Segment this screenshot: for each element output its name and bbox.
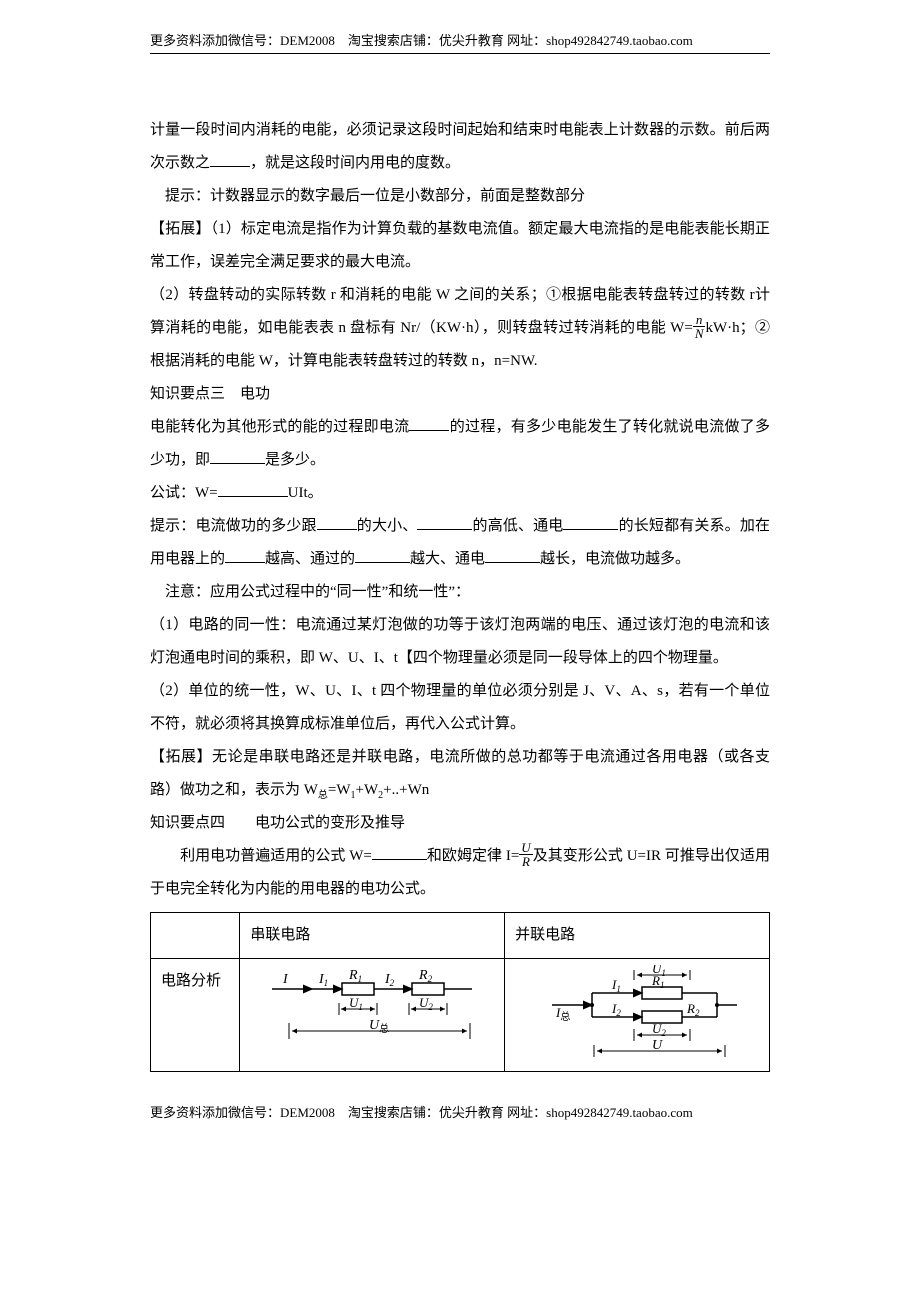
page-header: 更多资料添加微信号：DEM2008 淘宝搜索店铺：优尖升教育 网址：shop49… <box>150 30 770 54</box>
cell-parallel-diagram: U1 I1 R1 I总 <box>505 959 770 1072</box>
text: （2）转盘转动的实际转数 r 和消耗的电能 W 之间的关系；①根据电能表转盘转过… <box>150 287 770 336</box>
svg-text:U1: U1 <box>349 995 363 1012</box>
sub: 2 <box>616 1008 621 1018</box>
blank-fill <box>417 515 472 530</box>
paragraph: 利用电功普遍适用的公式 W=和欧姆定律 I=UR及其变形公式 U=IR 可推导出… <box>150 840 770 906</box>
paragraph-ext: 【拓展】（1）标定电流是指作为计算负载的基数电流值。额定最大电流指的是电能表能长… <box>150 213 770 279</box>
paragraph: 电能转化为其他形式的能的过程即电流的过程，有多少电能发生了转化就说电流做了多少功… <box>150 411 770 477</box>
heading-3: 知识要点三 电功 <box>150 378 770 411</box>
text: 是多少。 <box>265 452 325 468</box>
text: 利用电功普遍适用的公式 W= <box>150 848 372 864</box>
paragraph: （1）电路的同一性：电流通过某灯泡做的功等于该灯泡两端的电压、通过该灯泡的电流和… <box>150 609 770 675</box>
text: 和欧姆定律 I= <box>427 848 519 864</box>
svg-text:I2: I2 <box>384 972 395 988</box>
lbl: R <box>348 968 358 983</box>
sub: 2 <box>661 1028 666 1038</box>
document-body: 计量一段时间内消耗的电能，必须记录这段时间起始和结束时电能表上计数器的示数。前后… <box>150 114 770 1072</box>
blank-fill <box>355 548 410 563</box>
paragraph-ext: 【拓展】无论是串联电路还是并联电路，电流所做的总功都等于电流通过各用电器（或各支… <box>150 741 770 807</box>
blank-fill <box>317 515 357 530</box>
sub: 1 <box>358 974 363 984</box>
frac-den: R <box>519 855 532 868</box>
text: 【拓展】无论是串联电路还是并联电路，电流所做的总功都等于电流通过各用电器（或各支… <box>150 749 770 798</box>
paragraph: 公试：W= UIt。 <box>150 477 770 510</box>
paragraph: （2）转盘转动的实际转数 r 和消耗的电能 W 之间的关系；①根据电能表转盘转过… <box>150 279 770 378</box>
text: 电能转化为其他形式的能的过程即电流 <box>150 419 409 435</box>
sub: 1 <box>661 968 666 978</box>
blank-fill <box>409 416 449 431</box>
blank-fill <box>563 515 618 530</box>
frac-num: n <box>693 313 706 327</box>
lbl: U <box>652 1038 663 1053</box>
table-row: 电路分析 <box>151 959 770 1072</box>
text: UIt。 <box>288 485 323 501</box>
blank-fill <box>225 548 265 563</box>
parallel-circuit-svg: U1 I1 R1 I总 <box>522 965 752 1065</box>
circuit-table: 串联电路 并联电路 电路分析 <box>150 912 770 1072</box>
fraction: nN <box>693 313 706 340</box>
paragraph: （2）单位的统一性，W、U、I、t 四个物理量的单位必须分别是 J、V、A、s，… <box>150 675 770 741</box>
svg-text:R1: R1 <box>348 968 362 984</box>
sub: 1 <box>324 978 329 988</box>
paragraph-note: 注意：应用公式过程中的“同一性”和统一性”： <box>150 576 770 609</box>
blank-fill <box>218 482 288 497</box>
text: =W <box>328 782 351 798</box>
sub: 1 <box>660 980 665 990</box>
cell-header-parallel: 并联电路 <box>505 913 770 959</box>
svg-text:R2: R2 <box>686 1001 700 1018</box>
text: +W <box>356 782 379 798</box>
lbl: R <box>686 1001 695 1016</box>
sub: 总 <box>560 1010 570 1023</box>
text: 公试：W= <box>150 485 218 501</box>
subscript: 总 <box>318 790 328 801</box>
svg-text:U总: U总 <box>369 1018 389 1035</box>
page-footer: 更多资料添加微信号：DEM2008 淘宝搜索店铺：优尖升教育 网址：shop49… <box>150 1102 770 1121</box>
blank-fill <box>485 548 540 563</box>
sub: 1 <box>359 1002 364 1012</box>
cell-row-label: 电路分析 <box>151 959 240 1072</box>
frac-den: N <box>693 327 706 340</box>
heading-4: 知识要点四 电功公式的变形及推导 <box>150 807 770 840</box>
svg-text:U2: U2 <box>419 995 433 1012</box>
frac-num: U <box>519 841 532 855</box>
text: ，就是这段时间内用电的度数。 <box>250 155 460 171</box>
text: 提示：电流做功的多少跟 <box>150 518 317 534</box>
text: 的大小、 <box>357 518 418 534</box>
paragraph: 提示：电流做功的多少跟的大小、的高低、通电的长短都有关系。加在用电器上的越高、通… <box>150 510 770 576</box>
svg-text:R2: R2 <box>418 968 433 984</box>
sub: 2 <box>390 978 395 988</box>
sub: 2 <box>429 1002 434 1012</box>
sub: 总 <box>379 1022 389 1035</box>
paragraph-hint: 提示：计数器显示的数字最后一位是小数部分，前面是整数部分 <box>150 180 770 213</box>
sub: 1 <box>616 984 621 994</box>
svg-text:I1: I1 <box>611 977 621 994</box>
blank-fill <box>210 152 250 167</box>
sub: 2 <box>428 974 433 984</box>
lbl: R <box>418 968 428 983</box>
table-row: 串联电路 并联电路 <box>151 913 770 959</box>
svg-text:I2: I2 <box>611 1001 621 1018</box>
lbl: R <box>651 973 660 988</box>
cell-header-series: 串联电路 <box>240 913 505 959</box>
text: 的高低、通电 <box>472 518 563 534</box>
svg-text:I1: I1 <box>318 972 328 988</box>
cell-empty <box>151 913 240 959</box>
svg-text:I总: I总 <box>555 1005 570 1023</box>
blank-fill <box>372 845 427 860</box>
series-circuit-svg: I I1 R1 I2 R2 U1 <box>257 965 487 1055</box>
fraction: UR <box>519 841 532 868</box>
text: 越大、通电 <box>410 551 485 567</box>
text: 越长，电流做功越多。 <box>540 551 690 567</box>
paragraph: 计量一段时间内消耗的电能，必须记录这段时间起始和结束时电能表上计数器的示数。前后… <box>150 114 770 180</box>
cell-series-diagram: I I1 R1 I2 R2 U1 <box>240 959 505 1072</box>
blank-fill <box>210 449 265 464</box>
text: 越高、通过的 <box>265 551 355 567</box>
lbl-I: I <box>282 972 289 987</box>
text: +..+Wn <box>383 782 429 798</box>
